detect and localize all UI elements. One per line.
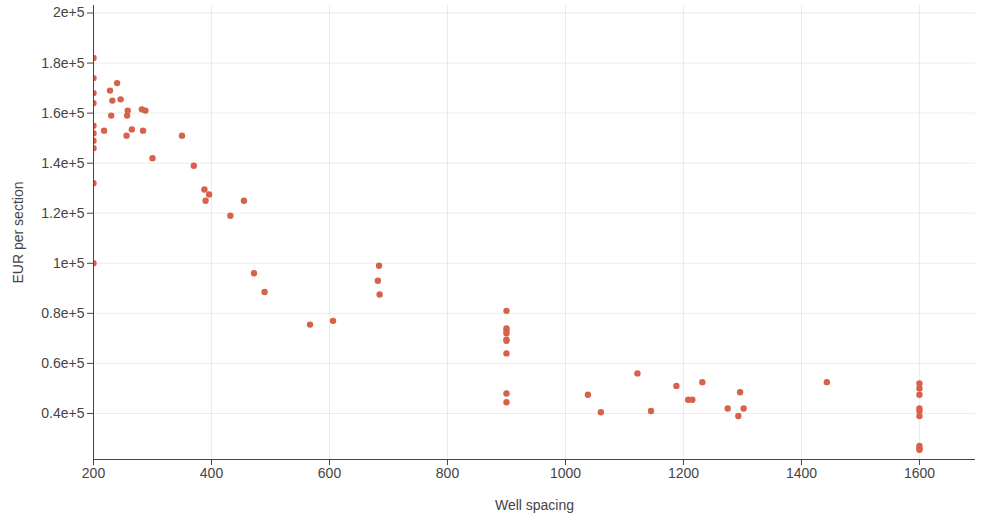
svg-text:200: 200 bbox=[82, 465, 106, 481]
svg-text:Well spacing: Well spacing bbox=[495, 497, 574, 513]
svg-text:600: 600 bbox=[318, 465, 342, 481]
svg-text:0.8e+5: 0.8e+5 bbox=[41, 305, 84, 321]
svg-text:1.4e+5: 1.4e+5 bbox=[41, 155, 84, 171]
svg-text:2e+5: 2e+5 bbox=[53, 4, 85, 20]
svg-text:800: 800 bbox=[436, 465, 460, 481]
svg-text:0.4e+5: 0.4e+5 bbox=[41, 405, 84, 421]
svg-text:1.6e+5: 1.6e+5 bbox=[41, 105, 84, 121]
svg-text:1.8e+5: 1.8e+5 bbox=[41, 55, 84, 71]
svg-text:EUR per section: EUR per section bbox=[10, 182, 26, 284]
svg-text:1.2e+5: 1.2e+5 bbox=[41, 205, 84, 221]
svg-text:1e+5: 1e+5 bbox=[53, 255, 85, 271]
svg-text:1200: 1200 bbox=[668, 465, 699, 481]
svg-text:0.6e+5: 0.6e+5 bbox=[41, 355, 84, 371]
svg-text:400: 400 bbox=[200, 465, 224, 481]
svg-text:1600: 1600 bbox=[904, 465, 935, 481]
svg-text:1400: 1400 bbox=[786, 465, 817, 481]
svg-text:1000: 1000 bbox=[550, 465, 581, 481]
